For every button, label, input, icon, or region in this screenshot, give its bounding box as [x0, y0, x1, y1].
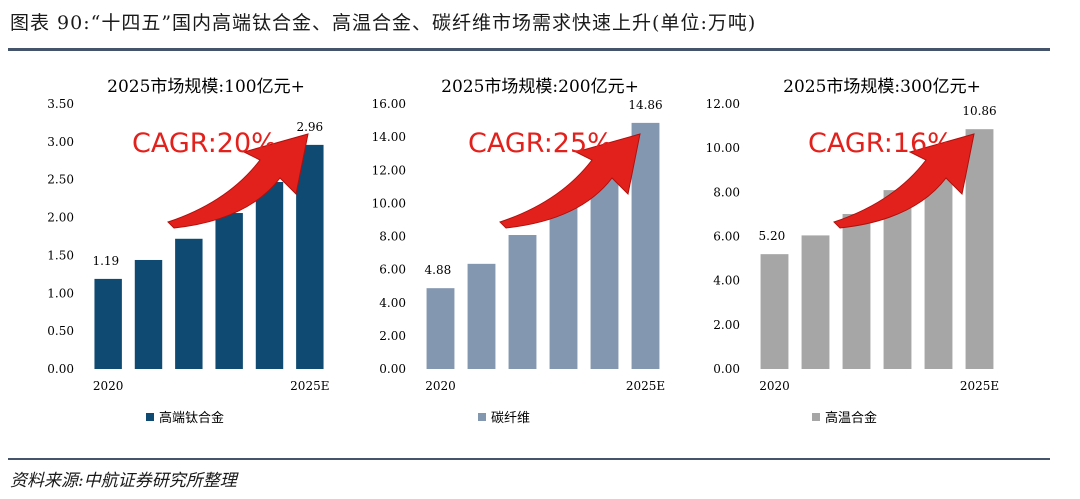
- y-tick-label: 3.00: [47, 135, 74, 149]
- y-tick-label: 0.50: [47, 324, 74, 338]
- bar-6: [965, 129, 994, 369]
- legend-label: 高温合金: [825, 410, 877, 426]
- y-tick-label: 2.50: [47, 173, 74, 187]
- chart-panel-3: 2025市场规模:300亿元+ 0.00 2.00 4.00 6.00 8.00 10.00…: [706, 77, 1000, 426]
- chart-title: 2025市场规模:200亿元+: [441, 77, 639, 97]
- y-tick-label: 4.00: [713, 274, 740, 288]
- x-tick-label: 2025E: [960, 379, 999, 393]
- y-tick-label: 1.50: [47, 248, 74, 262]
- chart-panel-1: 2025市场规模:100亿元+ 0.00 0.50 1.00 1.50 2.00 2.50 3…: [47, 77, 329, 426]
- cagr-annotation: CAGR:20%: [132, 128, 277, 159]
- footer-divider: [8, 458, 1050, 460]
- bar-3: [175, 238, 203, 369]
- cagr-arrow-icon: [833, 133, 975, 229]
- legend-label: 碳纤维: [491, 411, 530, 426]
- x-tick-label: 2025E: [626, 379, 665, 393]
- cagr-arrow-icon: [499, 133, 641, 229]
- y-tick-label: 1.00: [47, 286, 74, 300]
- bar-6: [631, 122, 660, 369]
- x-tick-label: 2020: [759, 379, 790, 393]
- source-note: 资料来源:中航证券研究所整理: [10, 471, 237, 491]
- y-tick-label: 0.00: [713, 362, 740, 376]
- x-tick-label: 2020: [93, 379, 124, 393]
- bar-3: [842, 213, 871, 369]
- chart-panel-2: 2025市场规模:200亿元+ 0.00 2.00 4.00 6.00 8.00 10.00…: [372, 77, 666, 426]
- data-label: 4.88: [425, 263, 452, 277]
- bar-2: [801, 235, 830, 369]
- data-label: 14.86: [628, 98, 662, 112]
- bar-2: [467, 263, 496, 369]
- y-tick-label: 3.50: [47, 97, 74, 111]
- bar-4: [883, 190, 912, 369]
- bar-1: [760, 254, 789, 369]
- bar-2: [134, 259, 163, 369]
- y-tick-label: 10.00: [706, 141, 740, 155]
- cagr-annotation: CAGR:16%: [808, 128, 953, 159]
- bar-1: [426, 288, 455, 369]
- y-tick-label: 10.00: [372, 196, 406, 210]
- y-tick-label: 12.00: [372, 163, 406, 177]
- cagr-annotation: CAGR:25%: [468, 128, 613, 159]
- y-tick-label: 4.00: [379, 296, 406, 310]
- y-tick-label: 2.00: [713, 318, 740, 332]
- bar-5: [590, 164, 619, 369]
- data-label: 5.20: [759, 229, 786, 243]
- legend-swatch: [478, 413, 486, 421]
- y-tick-label: 0.00: [379, 362, 406, 376]
- bar-6: [296, 144, 324, 369]
- chart-title: 2025市场规模:100亿元+: [107, 77, 305, 97]
- data-label: 2.96: [296, 120, 323, 134]
- y-tick-label: 2.00: [379, 329, 406, 343]
- x-tick-label: 2025E: [290, 379, 329, 393]
- legend-label: 高端钛合金: [159, 410, 224, 426]
- bar-5: [924, 161, 953, 369]
- title-divider: [8, 48, 1050, 51]
- legend-swatch: [146, 413, 154, 421]
- y-tick-label: 12.00: [706, 97, 740, 111]
- x-tick-label: 2020: [425, 379, 456, 393]
- y-tick-label: 8.00: [713, 185, 740, 199]
- y-tick-label: 6.00: [713, 230, 740, 244]
- y-tick-label: 16.00: [372, 97, 406, 111]
- y-tick-label: 6.00: [379, 263, 406, 277]
- y-tick-label: 14.00: [372, 130, 406, 144]
- page-title: 图表 90:“十四五”国内高端钛合金、高温合金、碳纤维市场需求快速上升(单位:万…: [10, 12, 757, 34]
- chart-title: 2025市场规模:300亿元+: [783, 77, 981, 97]
- cagr-arrow-icon: [167, 133, 309, 229]
- bar-4: [549, 201, 578, 369]
- bar-1: [94, 278, 122, 369]
- y-tick-label: 2.00: [47, 211, 74, 225]
- bar-5: [255, 181, 284, 369]
- y-tick-label: 0.00: [47, 362, 74, 376]
- bar-4: [215, 213, 243, 369]
- legend-swatch: [812, 413, 820, 421]
- y-tick-label: 8.00: [379, 230, 406, 244]
- data-label: 1.19: [92, 254, 119, 268]
- data-label: 10.86: [962, 104, 996, 118]
- bar-3: [508, 235, 537, 369]
